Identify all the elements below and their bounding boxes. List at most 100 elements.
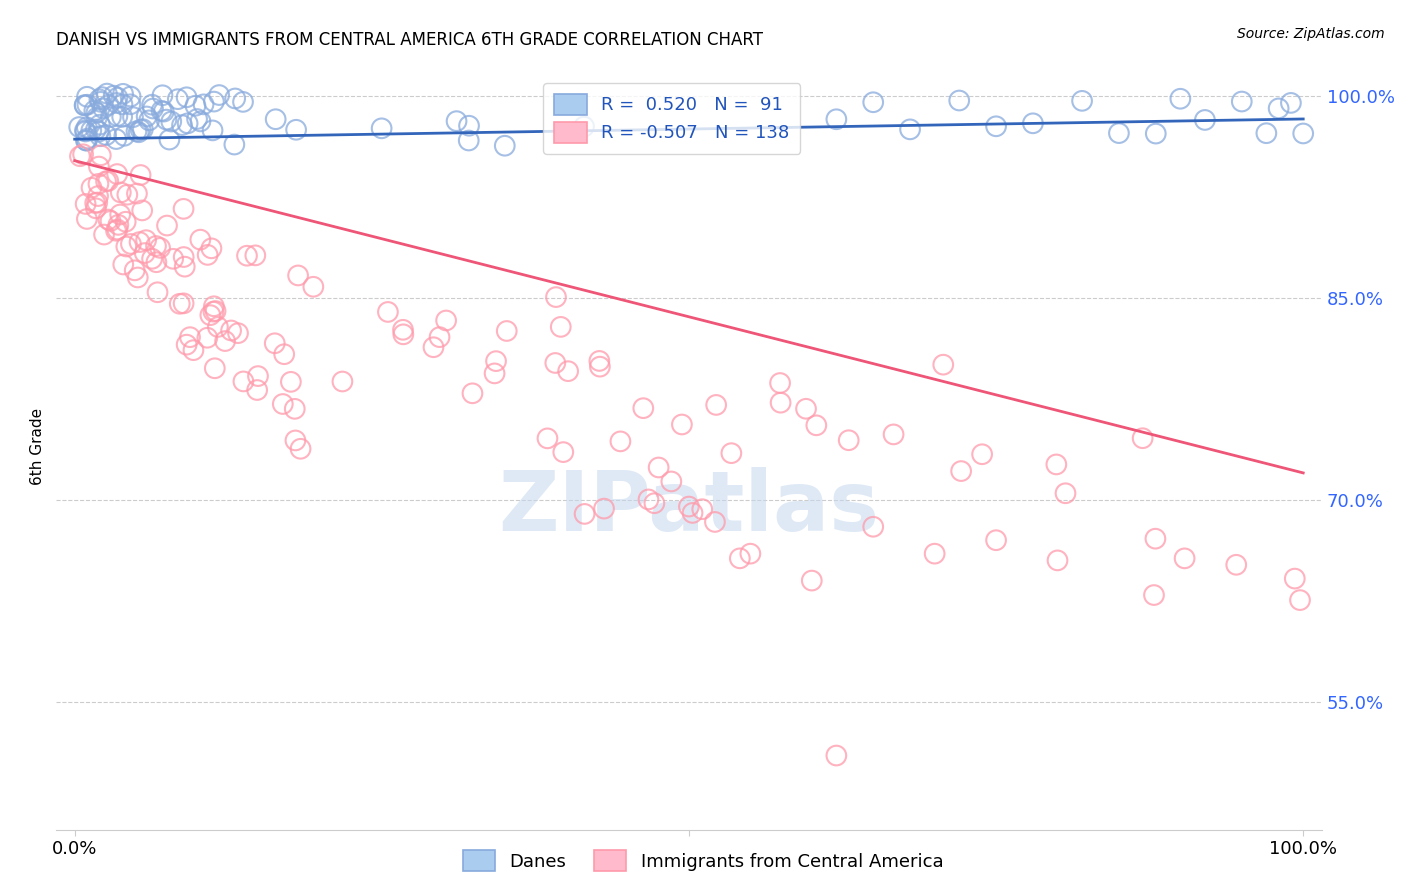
Point — [204, 304, 226, 318]
Point — [332, 375, 354, 389]
Point — [93, 227, 115, 242]
Point — [219, 323, 242, 337]
Point — [173, 202, 195, 216]
Point — [285, 122, 308, 136]
Point — [302, 279, 325, 293]
Point — [647, 460, 669, 475]
Point — [176, 337, 198, 351]
Point — [271, 397, 294, 411]
Point — [145, 255, 167, 269]
Point — [112, 128, 135, 143]
Point — [173, 296, 195, 310]
Point — [107, 91, 129, 105]
Point — [932, 358, 955, 372]
Point — [422, 340, 444, 354]
Point — [186, 112, 208, 126]
Point — [485, 354, 508, 368]
Point — [173, 260, 195, 274]
Point — [633, 401, 655, 416]
Point — [75, 197, 97, 211]
Point — [105, 222, 128, 236]
Text: Source: ZipAtlas.com: Source: ZipAtlas.com — [1237, 27, 1385, 41]
Point — [290, 442, 312, 456]
Point — [1054, 486, 1077, 500]
Point — [232, 95, 254, 109]
Point — [728, 551, 751, 566]
Point — [93, 101, 115, 115]
Point — [284, 401, 307, 416]
Point — [883, 427, 905, 442]
Point — [124, 263, 146, 277]
Point — [115, 239, 138, 253]
Point — [114, 215, 136, 229]
Point — [67, 120, 90, 134]
Point — [86, 105, 108, 120]
Point — [105, 95, 128, 110]
Point — [69, 149, 91, 163]
Point — [682, 506, 704, 520]
Point — [97, 98, 120, 112]
Point — [207, 320, 229, 334]
Point — [105, 132, 128, 146]
Point — [589, 359, 612, 374]
Point — [80, 123, 103, 137]
Point — [280, 375, 302, 389]
Point — [1143, 588, 1166, 602]
Point — [557, 364, 579, 378]
Point — [1045, 458, 1067, 472]
Point — [90, 95, 112, 109]
Point — [100, 214, 122, 228]
Point — [1284, 572, 1306, 586]
Point — [484, 367, 506, 381]
Point — [544, 356, 567, 370]
Point — [91, 90, 114, 104]
Point — [536, 431, 558, 445]
Point — [108, 207, 131, 221]
Point — [87, 160, 110, 174]
Point — [984, 120, 1007, 134]
Point — [377, 305, 399, 319]
Point — [246, 369, 269, 384]
Point — [103, 88, 125, 103]
Point — [1022, 116, 1045, 130]
Point — [120, 97, 142, 112]
Point — [87, 177, 110, 191]
Point — [984, 533, 1007, 548]
Point — [1292, 127, 1315, 141]
Point — [155, 112, 177, 127]
Point — [572, 120, 595, 134]
Point — [160, 114, 183, 128]
Point — [97, 174, 120, 188]
Point — [152, 88, 174, 103]
Y-axis label: 6th Grade: 6th Grade — [30, 408, 45, 484]
Point — [129, 168, 152, 182]
Point — [1279, 95, 1302, 110]
Point — [245, 248, 267, 262]
Point — [838, 434, 860, 448]
Point — [150, 103, 173, 118]
Point — [1289, 593, 1312, 607]
Point — [825, 112, 848, 127]
Point — [132, 122, 155, 136]
Point — [659, 475, 682, 489]
Point — [166, 92, 188, 106]
Point — [125, 186, 148, 201]
Point — [87, 125, 110, 139]
Point — [495, 324, 517, 338]
Point — [193, 97, 215, 112]
Point — [73, 98, 96, 112]
Point — [704, 398, 727, 412]
Point — [204, 361, 226, 376]
Point — [89, 92, 111, 106]
Point — [800, 574, 823, 588]
Point — [162, 252, 184, 266]
Point — [1256, 126, 1278, 140]
Point — [794, 401, 817, 416]
Point — [72, 147, 94, 161]
Point — [120, 89, 142, 103]
Point — [96, 87, 118, 101]
Point — [1170, 92, 1192, 106]
Point — [190, 114, 212, 128]
Point — [690, 502, 713, 516]
Point — [201, 123, 224, 137]
